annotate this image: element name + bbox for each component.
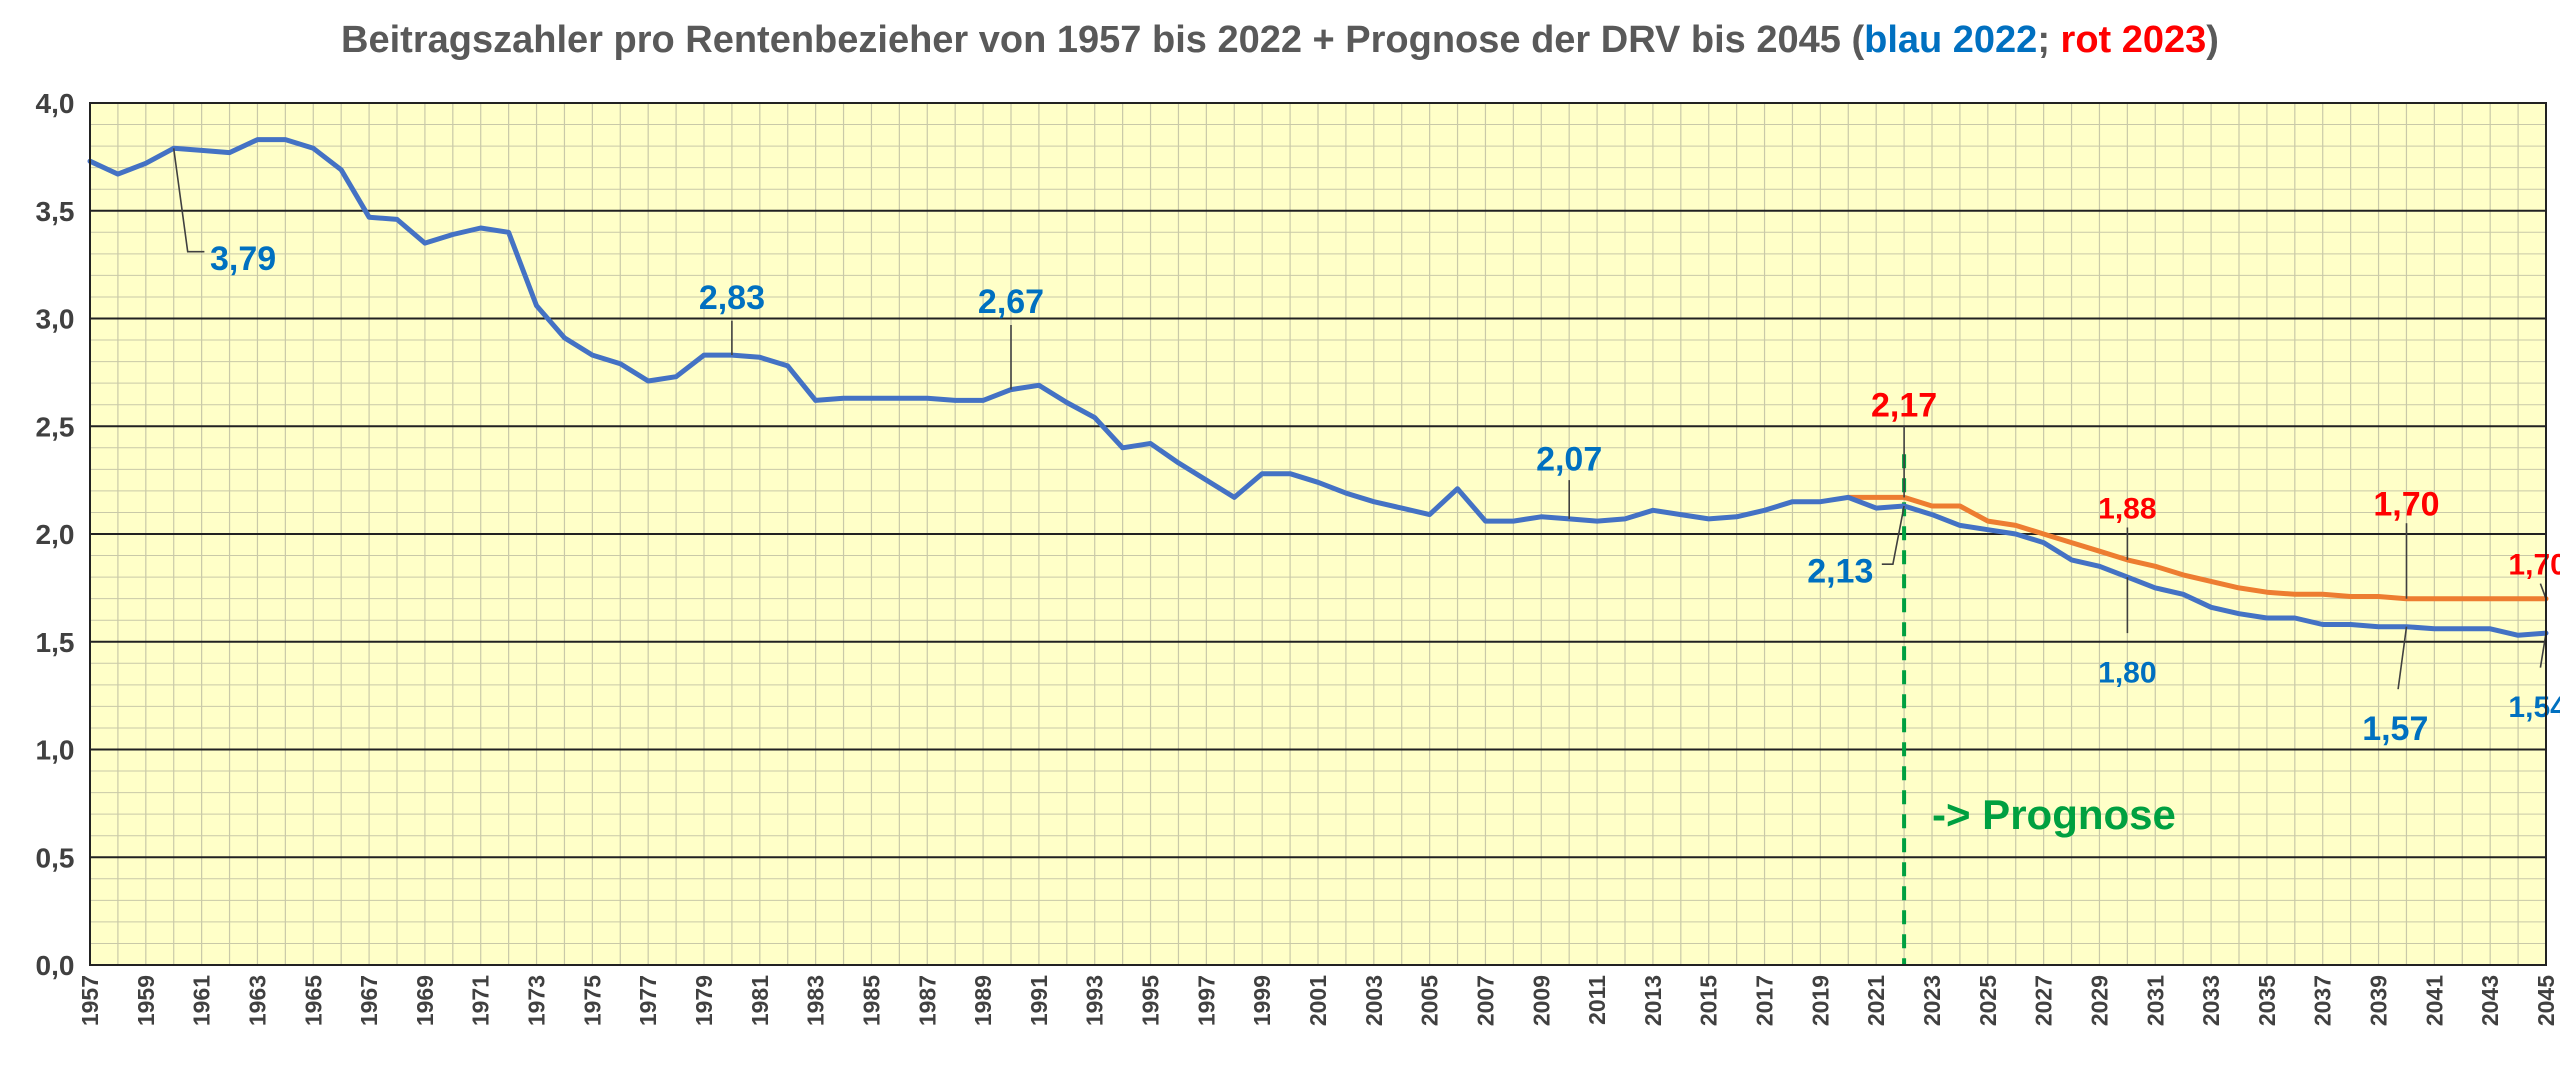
chart-title-blue-part: blau 2022 [1864,19,2037,61]
x-tick-label: 2001 [1305,975,1331,1026]
y-tick-label: 0,0 [36,950,75,981]
series-lines [87,137,2549,638]
x-tick-label: 2035 [2254,975,2280,1026]
x-tick-label: 1985 [858,975,884,1026]
x-tick-label: 1989 [970,975,996,1026]
x-tick-label: 2039 [2366,975,2392,1026]
x-tick-label: 2037 [2310,975,2336,1026]
y-tick-label: 2,5 [36,411,75,442]
x-tick-label: 2015 [1696,975,1722,1026]
annotation-label: 1,70 [2508,549,2560,582]
x-tick-label: 1981 [747,975,773,1026]
x-axis-ticks: 1957 1959 1961 1963 1965 1967 1969 1971 1973 1975… [77,975,2559,1026]
y-axis-ticks: 0,0 0,5 1,0 1,5 2,0 2,5 3,0 3,5 4,0 [36,88,75,981]
x-tick-label: 2033 [2198,975,2224,1026]
annotation-label: 1,70 [2373,486,2439,524]
x-tick-label: 2041 [2421,975,2447,1026]
annotation-label: -> Prognose [1932,791,2176,838]
x-tick-label: 1997 [1193,975,1219,1026]
x-tick-label: 2009 [1528,975,1554,1026]
plot-border [89,102,2547,966]
annotation-label: 1,54 [2508,691,2560,724]
y-tick-label: 3,0 [36,304,75,335]
x-tick-label: 1977 [635,975,661,1026]
x-tick-label: 2025 [1975,975,2001,1026]
x-tick-label: 1987 [914,975,940,1026]
series-line-red-2023 [1845,494,2549,602]
series-line-blue-2022 [87,137,2549,638]
annotation-label: 2,83 [699,279,765,317]
annotation-label: 1,88 [2098,493,2156,526]
x-tick-label: 2021 [1863,975,1889,1026]
x-tick-label: 1961 [189,975,215,1026]
x-tick-label: 1991 [1026,975,1052,1026]
x-tick-label: 2023 [1919,975,1945,1026]
x-tick-label: 1969 [412,975,438,1026]
y-tick-label: 1,5 [36,627,75,658]
x-tick-label: 1975 [579,975,605,1026]
annotation-leader-line [2397,626,2408,690]
x-tick-label: 1959 [133,975,159,1026]
chart-title-close: ) [2206,19,2219,61]
x-tick-label: 2027 [2031,975,2057,1026]
annotation-label: 1,57 [2362,710,2428,748]
chart-title-main: Beitragszahler pro Rentenbezieher von 19… [341,19,1841,61]
chart-title-sep: ; [2037,19,2060,61]
y-tick-label: 3,5 [36,196,75,227]
chart-title: Beitragszahler pro Rentenbezieher von 19… [341,19,2219,61]
x-tick-label: 2043 [2477,975,2503,1026]
y-tick-label: 4,0 [36,88,75,119]
x-tick-label: 2005 [1417,975,1443,1026]
x-tick-label: 2007 [1472,975,1498,1026]
y-tick-label: 1,0 [36,735,75,766]
x-tick-label: 1999 [1249,975,1275,1026]
annotation-label: 1,80 [2098,656,2156,689]
x-tick-label: 2029 [2086,975,2112,1026]
y-tick-label: 0,5 [36,842,75,873]
annotations: 3,79 2,83 2,67 2,07 2,17 2,13 1,88 1,80 1,70 1,57… [172,148,2560,838]
chart-title-red-part: rot 2023 [2061,19,2207,61]
annotation-leader-line [1881,505,1905,566]
x-tick-label: 1971 [468,975,494,1026]
x-tick-label: 1967 [356,975,382,1026]
annotation-leader-line [172,148,205,253]
chart-title-open: ( [1841,19,1865,61]
x-tick-label: 2017 [1752,975,1778,1026]
y-tick-label: 2,0 [36,519,75,550]
annotation-label: 2,67 [978,283,1044,321]
x-tick-label: 1995 [1138,975,1164,1026]
x-tick-label: 2019 [1807,975,1833,1026]
x-tick-label: 2003 [1361,975,1387,1026]
x-tick-label: 1993 [1082,975,1108,1026]
annotation-label: 2,07 [1536,440,1602,478]
x-tick-label: 2045 [2533,975,2559,1026]
x-tick-label: 1979 [691,975,717,1026]
x-tick-label: 2013 [1640,975,1666,1026]
x-tick-label: 1957 [77,975,103,1026]
x-tick-label: 1983 [803,975,829,1026]
x-tick-label: 1965 [300,975,326,1026]
annotation-label: 2,17 [1871,387,1937,425]
annotation-label: 3,79 [210,240,276,278]
annotation-label: 2,13 [1807,553,1873,591]
x-tick-label: 2031 [2142,975,2168,1026]
x-tick-label: 2011 [1584,975,1610,1025]
x-tick-label: 1963 [244,975,270,1026]
x-tick-label: 1973 [524,975,550,1026]
